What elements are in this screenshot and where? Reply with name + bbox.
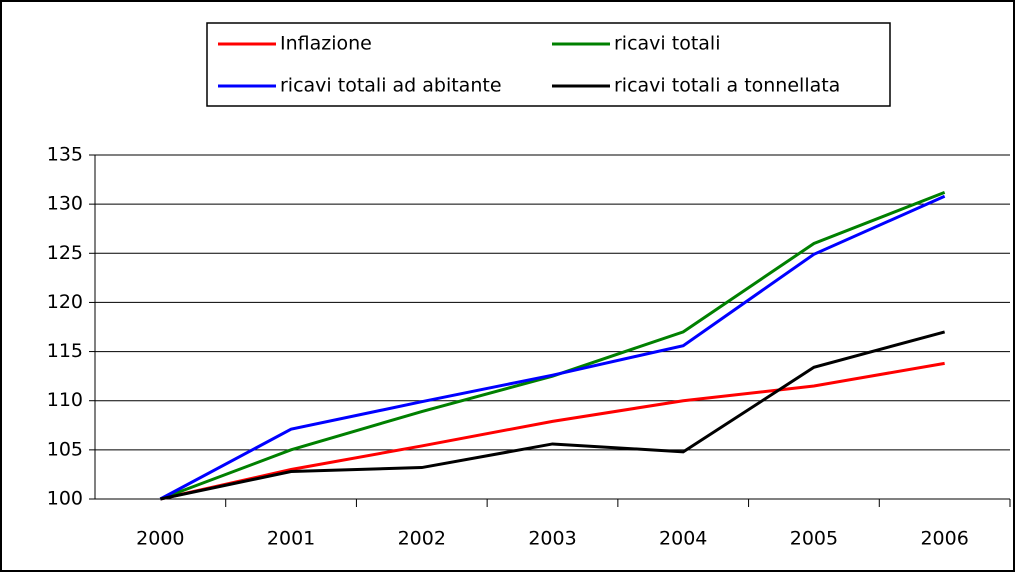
x-tick-label: 2001 bbox=[267, 528, 315, 550]
x-tick-label: 2004 bbox=[659, 528, 707, 550]
y-tick-label: 130 bbox=[47, 193, 83, 215]
series-line bbox=[160, 330, 946, 501]
legend-label: ricavi totali ad abitante bbox=[280, 75, 502, 97]
x-tick-label: 2002 bbox=[398, 528, 446, 550]
y-tick-label: 125 bbox=[47, 242, 83, 264]
y-tick-label: 105 bbox=[47, 438, 83, 460]
x-tick-label: 2000 bbox=[136, 528, 184, 550]
legend-label: ricavi totali a tonnellata bbox=[614, 75, 840, 97]
series-line bbox=[159, 194, 946, 501]
series-line bbox=[160, 361, 945, 501]
x-tick-label: 2005 bbox=[790, 528, 838, 550]
y-tick-label: 120 bbox=[47, 291, 83, 313]
legend-label: ricavi totali bbox=[614, 33, 720, 55]
y-tick-label: 100 bbox=[47, 488, 83, 510]
legend-box bbox=[206, 22, 891, 107]
legend-label: Inflazione bbox=[280, 33, 372, 55]
y-tick-label: 110 bbox=[47, 389, 83, 411]
x-tick-label: 2006 bbox=[920, 528, 968, 550]
y-tick-label: 115 bbox=[47, 340, 83, 362]
x-tick-label: 2003 bbox=[528, 528, 576, 550]
y-tick-label: 135 bbox=[47, 144, 83, 166]
